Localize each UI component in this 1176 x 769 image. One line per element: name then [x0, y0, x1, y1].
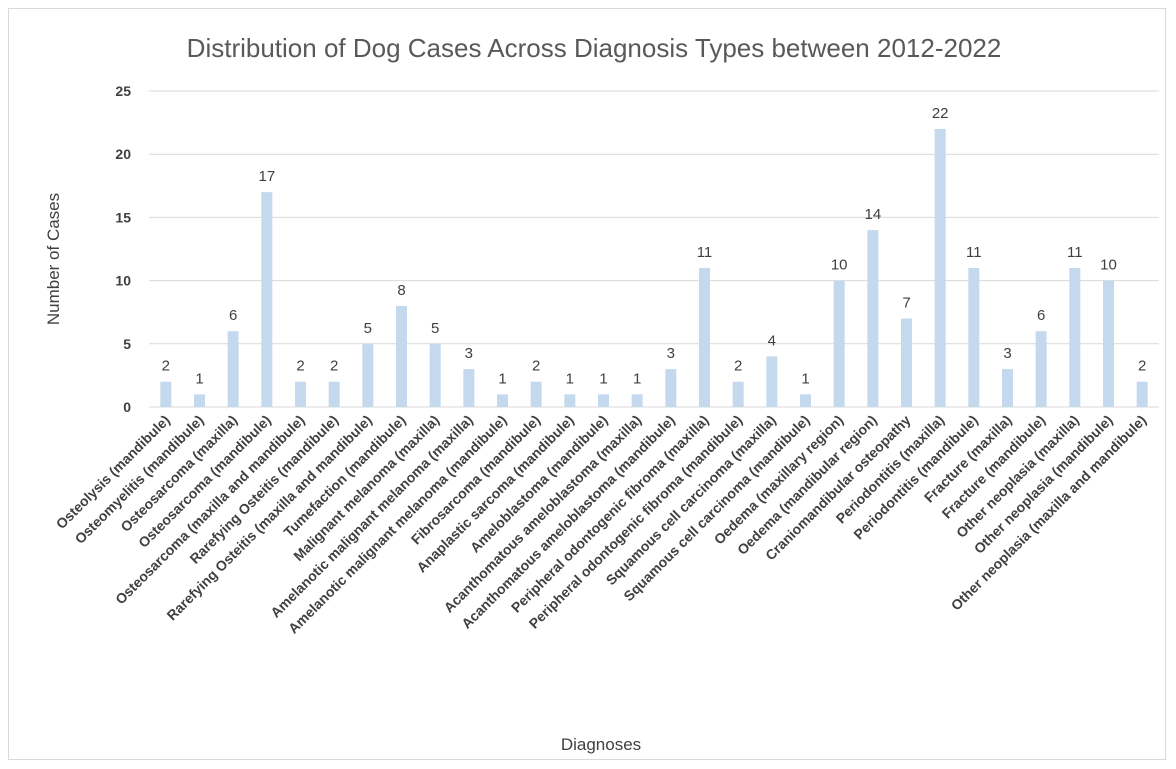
bar	[631, 394, 643, 407]
data-label: 2	[734, 358, 742, 375]
bar	[497, 394, 508, 407]
data-label: 6	[229, 307, 237, 324]
bar	[732, 381, 744, 407]
bar	[261, 192, 273, 407]
bar	[1136, 381, 1148, 407]
bar	[665, 369, 677, 407]
bar	[429, 343, 441, 407]
bars	[160, 128, 1148, 408]
bar	[901, 318, 912, 407]
bar	[194, 394, 205, 407]
data-label: 2	[162, 358, 170, 375]
data-label: 4	[768, 332, 776, 349]
gridlines	[149, 90, 1159, 408]
bar	[766, 356, 778, 407]
y-axis-ticks: 0 5 10 15 20 25	[115, 83, 131, 415]
bar	[227, 331, 239, 407]
bar	[699, 267, 710, 407]
bar	[934, 128, 946, 408]
bar	[833, 280, 845, 407]
data-label: 10	[831, 257, 848, 274]
data-label: 1	[566, 370, 574, 387]
data-label: 3	[465, 345, 473, 362]
x-axis-categories: Osteolysis (mandibule)Osteomyelitis (man…	[53, 412, 1150, 637]
bar-chart: Distribution of Dog Cases Across Diagnos…	[44, 33, 1159, 754]
bar	[396, 305, 407, 407]
y-tick-label: 0	[123, 399, 131, 415]
y-tick-label: 5	[123, 336, 131, 352]
data-label: 22	[932, 105, 949, 122]
data-label: 5	[431, 320, 439, 337]
data-label: 14	[864, 206, 881, 223]
bar	[800, 394, 811, 407]
data-label: 2	[330, 358, 338, 375]
data-label: 5	[364, 320, 372, 337]
data-label: 11	[1067, 244, 1083, 261]
x-axis-title: Diagnoses	[561, 735, 641, 754]
y-tick-label: 10	[115, 273, 131, 289]
data-label: 1	[498, 370, 506, 387]
data-label: 2	[1138, 358, 1146, 375]
data-label: 1	[633, 370, 641, 387]
data-label: 2	[532, 358, 540, 375]
data-label: 17	[258, 168, 275, 185]
bar	[362, 343, 374, 407]
bar	[295, 381, 306, 407]
data-label: 1	[195, 370, 203, 387]
bar	[463, 369, 475, 407]
data-label: 10	[1100, 257, 1117, 274]
bar	[968, 267, 980, 407]
y-tick-label: 20	[115, 146, 131, 162]
data-label: 1	[801, 370, 809, 387]
data-label: 11	[697, 244, 713, 261]
y-tick-label: 25	[115, 83, 131, 99]
bar	[328, 381, 340, 407]
bar	[530, 381, 542, 407]
bar	[160, 381, 172, 407]
bar	[1002, 369, 1013, 407]
data-label: 2	[296, 358, 304, 375]
y-axis-title: Number of Cases	[44, 193, 63, 325]
chart-title: Distribution of Dog Cases Across Diagnos…	[187, 33, 1002, 63]
bar	[598, 394, 609, 407]
data-label: 6	[1037, 307, 1045, 324]
data-label: 11	[966, 244, 982, 261]
data-label: 7	[902, 295, 910, 312]
bar	[1069, 267, 1081, 407]
chart-frame: Distribution of Dog Cases Across Diagnos…	[8, 8, 1166, 760]
bar	[1035, 331, 1047, 407]
bar	[867, 230, 879, 407]
data-label: 3	[1003, 345, 1011, 362]
bar	[564, 394, 576, 407]
y-tick-label: 15	[115, 209, 131, 225]
bar	[1103, 280, 1114, 407]
data-label: 1	[599, 370, 607, 387]
data-label: 3	[667, 345, 675, 362]
data-label: 8	[397, 282, 405, 299]
